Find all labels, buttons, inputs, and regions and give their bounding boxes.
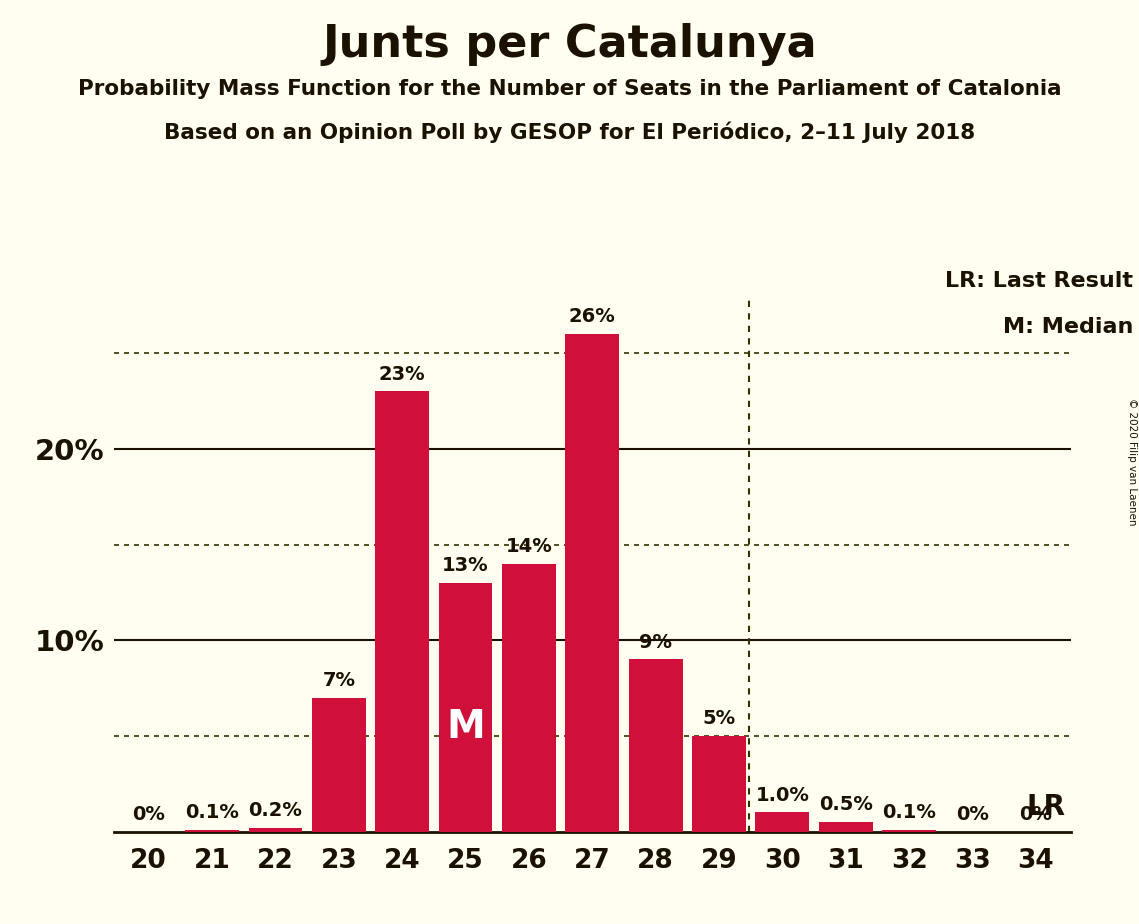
Text: Junts per Catalunya: Junts per Catalunya bbox=[322, 23, 817, 67]
Bar bbox=[755, 812, 810, 832]
Text: 0.5%: 0.5% bbox=[819, 796, 872, 814]
Text: 5%: 5% bbox=[703, 710, 736, 728]
Text: 0.1%: 0.1% bbox=[882, 803, 936, 822]
Bar bbox=[439, 583, 492, 832]
Text: Based on an Opinion Poll by GESOP for El Periódico, 2–11 July 2018: Based on an Opinion Poll by GESOP for El… bbox=[164, 122, 975, 143]
Text: 0.1%: 0.1% bbox=[186, 803, 239, 822]
Bar bbox=[186, 830, 239, 832]
Bar bbox=[248, 828, 302, 832]
Bar bbox=[693, 736, 746, 832]
Text: 1.0%: 1.0% bbox=[755, 785, 810, 805]
Text: 0%: 0% bbox=[956, 805, 989, 824]
Bar bbox=[312, 698, 366, 832]
Text: 0.2%: 0.2% bbox=[248, 801, 303, 821]
Text: 13%: 13% bbox=[442, 556, 489, 575]
Bar bbox=[502, 564, 556, 832]
Text: 9%: 9% bbox=[639, 633, 672, 651]
Text: 0%: 0% bbox=[1019, 805, 1052, 824]
Bar bbox=[819, 822, 872, 832]
Text: 26%: 26% bbox=[568, 308, 616, 326]
Bar bbox=[629, 660, 682, 832]
Text: 7%: 7% bbox=[322, 671, 355, 690]
Text: 23%: 23% bbox=[379, 365, 426, 383]
Text: M: M bbox=[446, 708, 485, 746]
Text: © 2020 Filip van Laenen: © 2020 Filip van Laenen bbox=[1126, 398, 1137, 526]
Text: LR: Last Result: LR: Last Result bbox=[945, 271, 1133, 291]
Bar bbox=[565, 334, 620, 832]
Bar bbox=[375, 392, 429, 832]
Text: 14%: 14% bbox=[506, 537, 552, 556]
Bar bbox=[883, 830, 936, 832]
Text: M: Median: M: Median bbox=[1003, 317, 1133, 337]
Text: 0%: 0% bbox=[132, 805, 165, 824]
Text: LR: LR bbox=[1027, 793, 1066, 821]
Text: Probability Mass Function for the Number of Seats in the Parliament of Catalonia: Probability Mass Function for the Number… bbox=[77, 79, 1062, 99]
